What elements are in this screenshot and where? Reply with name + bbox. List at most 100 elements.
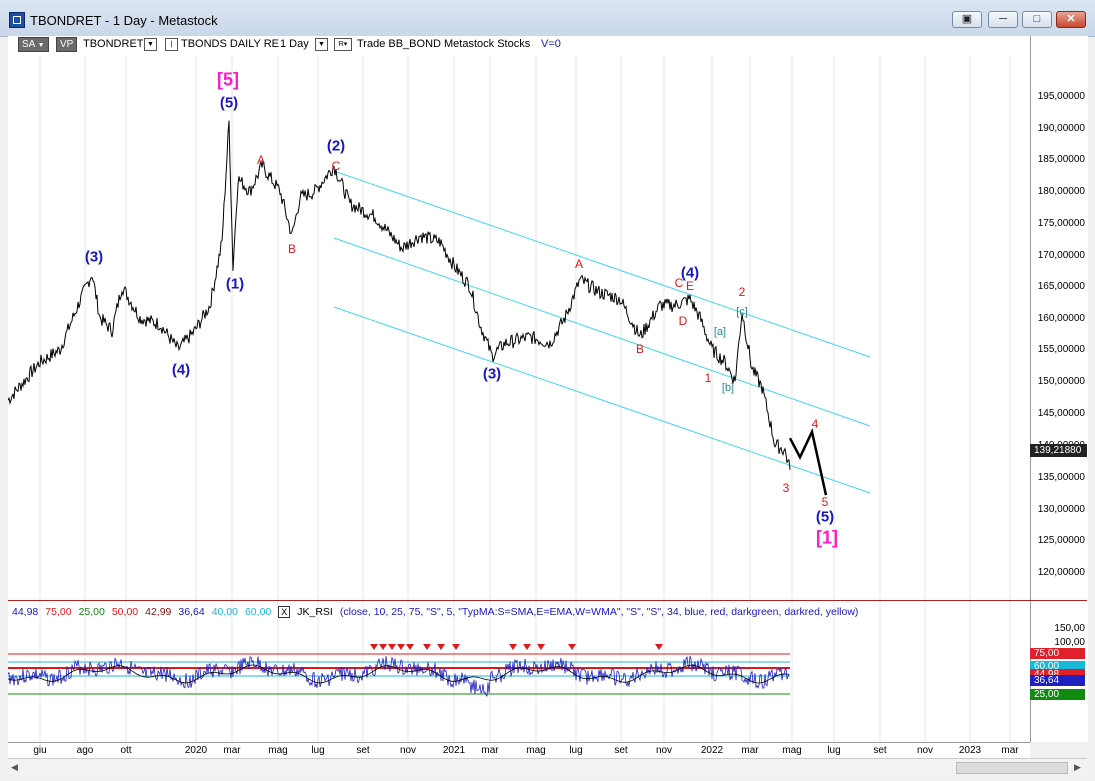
wave-label[interactable]: (5) — [815, 508, 835, 526]
date-axis-label: 2022 — [700, 745, 724, 756]
security-icon[interactable]: | — [165, 38, 178, 51]
wave-label[interactable]: [b] — [721, 382, 735, 394]
price-axis-label: 170,00000 — [1037, 250, 1085, 261]
wave-label[interactable]: 3 — [782, 481, 790, 495]
wave-label[interactable]: (4) — [171, 361, 191, 379]
sell-signal-arrow-icon — [655, 644, 663, 650]
wave-label[interactable]: 2 — [738, 285, 746, 299]
sell-signal-arrow-icon — [370, 644, 378, 650]
indicator-checkbox[interactable]: X — [278, 606, 291, 618]
wave-label[interactable]: [5] — [217, 69, 239, 90]
security-name: TBONDS DAILY RE — [181, 38, 280, 50]
wave-label[interactable]: [c] — [736, 306, 748, 318]
scrollbar-thumb[interactable] — [956, 762, 1068, 774]
trend-channel-line — [333, 237, 871, 427]
wave-label[interactable]: (2) — [326, 137, 346, 155]
wave-label[interactable]: A — [574, 257, 584, 271]
wave-label[interactable]: D — [678, 314, 688, 328]
minimize-button[interactable]: ─ — [988, 11, 1018, 28]
wave-label[interactable]: [1] — [816, 527, 838, 548]
sell-signal-arrow-icon — [523, 644, 531, 650]
sell-signal-arrow-icon — [406, 644, 414, 650]
scroll-left-icon[interactable]: ◀ — [11, 762, 18, 772]
wave-label[interactable]: (1) — [225, 275, 245, 293]
wave-label[interactable]: 5 — [821, 495, 829, 509]
wave-label[interactable]: (3) — [84, 248, 104, 266]
wave-label[interactable]: A — [256, 153, 266, 167]
date-axis-label: mar — [741, 745, 759, 756]
chart-area[interactable] — [8, 36, 1030, 742]
rsi-level-badge: 36,64 — [1030, 675, 1085, 686]
toolbar-info: Trade BB_BOND Metastock Stocks — [357, 38, 531, 50]
price-axis-label: 180,00000 — [1037, 186, 1085, 197]
vp-button[interactable]: VP — [56, 37, 78, 52]
indicator-value: 36,64 — [178, 606, 205, 618]
trend-channel-line — [333, 306, 871, 494]
metastock-app-icon — [9, 12, 25, 28]
symbol-label: TBONDRET — [83, 38, 144, 50]
rsi-axis-label: 150,00 — [1054, 623, 1085, 634]
wave-label[interactable]: 1 — [704, 371, 712, 385]
sell-signal-arrow-icon — [537, 644, 545, 650]
date-axis-label: set — [873, 745, 887, 756]
indicator-params: (close, 10, 25, 75, "S", 5, "TypMA:S=SMA… — [339, 606, 859, 618]
price-axis-label: 165,00000 — [1037, 281, 1085, 292]
scroll-right-icon[interactable]: ▶ — [1074, 762, 1081, 772]
restore-layout-button[interactable]: ▣ — [952, 11, 982, 28]
price-axis-label: 150,00000 — [1037, 376, 1085, 387]
indicator-name: JK_RSI — [297, 606, 333, 618]
date-axis-label: mar — [481, 745, 499, 756]
date-axis-label: ago — [76, 745, 94, 756]
rsi-level-badge: 44,98 — [1030, 669, 1085, 680]
wave-label[interactable]: [a] — [713, 326, 727, 338]
panel-separator[interactable] — [8, 600, 1087, 601]
window-title: TBONDRET - 1 Day - Metastock — [30, 13, 218, 28]
date-axis-label: nov — [916, 745, 934, 756]
wave-label[interactable]: (5) — [219, 94, 239, 112]
close-button[interactable]: ✕ — [1056, 11, 1086, 28]
wave-label[interactable]: C — [674, 276, 684, 290]
wave-label[interactable]: B — [635, 342, 645, 356]
chevron-down-icon: ▼ — [37, 42, 45, 49]
sa-button[interactable]: SA ▼ — [18, 37, 49, 52]
maximize-button[interactable]: □ — [1022, 11, 1052, 28]
rsi-series-line — [8, 655, 790, 697]
price-axis-label: 125,00000 — [1037, 535, 1085, 546]
wave-label[interactable]: (4) — [680, 264, 700, 282]
trend-channel-line — [333, 170, 871, 358]
date-axis-label: nov — [399, 745, 417, 756]
sell-signal-arrow-icon — [437, 644, 445, 650]
wave-label[interactable]: E — [685, 279, 695, 293]
date-axis-label: lug — [311, 745, 325, 756]
indicator-value: 25,00 — [78, 606, 105, 618]
date-axis-label: 2020 — [184, 745, 208, 756]
sell-signal-arrow-icon — [379, 644, 387, 650]
wave-label[interactable]: C — [331, 159, 341, 173]
wave-label[interactable]: 4 — [811, 417, 819, 431]
wave-label[interactable]: B — [287, 242, 297, 256]
horizontal-scrollbar[interactable]: ◀ ▶ — [8, 758, 1087, 775]
period-dropdown[interactable]: ▼ — [315, 38, 328, 51]
date-axis-label: mag — [782, 745, 802, 756]
date-axis-label: lug — [827, 745, 841, 756]
date-axis-label: set — [614, 745, 628, 756]
symbol-dropdown[interactable]: ▼ — [144, 38, 157, 51]
date-axis[interactable]: giu ago ott 2020 mar mag lug set nov 2021 mar mag lu… — [8, 742, 1030, 759]
last-price-badge: 139,21880 — [1030, 444, 1087, 457]
price-axis[interactable]: 195,00000 190,00000 185,00000 180,00000 175,… — [1030, 36, 1088, 742]
version-label: V=0 — [541, 38, 561, 50]
price-axis-label: 155,00000 — [1037, 344, 1085, 355]
refresh-dropdown[interactable]: R▾ — [334, 38, 352, 51]
indicator-value: 75,00 — [45, 606, 72, 618]
price-axis-label: 130,00000 — [1037, 504, 1085, 515]
date-axis-label: mar — [1001, 745, 1019, 756]
date-axis-label: giu — [33, 745, 47, 756]
price-axis-label: 190,00000 — [1037, 123, 1085, 134]
date-axis-label: ott — [120, 745, 132, 756]
wave-label[interactable]: (3) — [482, 365, 502, 383]
rsi-axis-label: 100,00 — [1054, 637, 1085, 648]
indicator-value: 44,98 — [12, 606, 39, 618]
indicator-value: 42,99 — [145, 606, 172, 618]
date-axis-label: 2021 — [442, 745, 466, 756]
price-axis-label: 145,00000 — [1037, 408, 1085, 419]
